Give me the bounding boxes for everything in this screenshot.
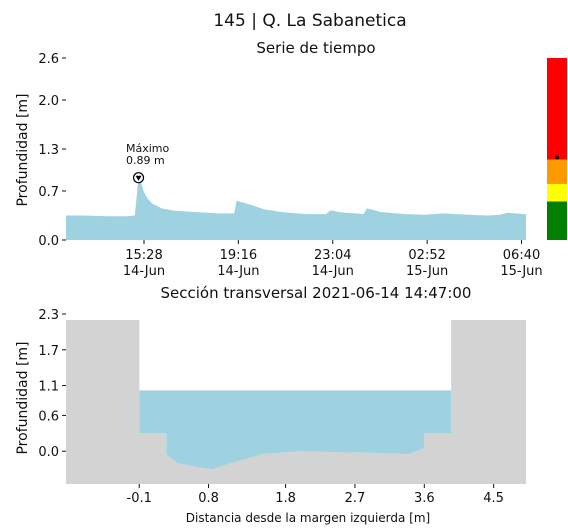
y-tick-label: 0.0 [38,234,59,249]
max-marker-triangle [135,175,142,181]
current-level-dot [555,155,559,160]
x-tick-date-label: 15-Jun [406,264,448,279]
x-tick-label: 4.5 [483,491,504,506]
x-tick-time-label: 15:28 [125,248,162,263]
y-tick-label: 2.6 [38,52,59,67]
y-tick-label: 0.6 [38,409,59,424]
alert-level-segment [547,159,567,184]
cross-section-ylabel: Profundidad [m] [15,341,31,454]
time-series-x-axis: 15:2814-Jun19:1614-Jun23:0414-Jun02:5215… [123,240,543,279]
cross-section-y-axis: 0.0 0.6 1.1 1.7 2.3 [38,308,66,460]
alert-level-bar [547,58,567,240]
y-tick-label: 1.1 [38,380,59,395]
y-tick-label: 2.0 [38,94,59,109]
cross-section-plot-area [66,320,526,484]
terrain-fill [66,320,526,484]
x-tick-label: 2.7 [345,491,366,506]
y-tick-label: 1.7 [38,344,59,359]
water-section-fill [66,320,526,470]
x-tick-label: 0.8 [198,491,219,506]
time-series-y-axis: 0.0 0.7 1.3 2.0 2.6 [38,52,66,249]
x-tick-date-label: 15-Jun [500,264,542,279]
y-tick-label: 0.0 [38,445,59,460]
x-tick-time-label: 06:40 [503,248,540,263]
alert-level-segment [547,201,567,240]
max-annotation-value: 0.89 m [126,154,165,167]
depth-series-area [66,177,526,240]
x-tick-label: 3.6 [414,491,435,506]
x-tick-time-label: 02:52 [408,248,445,263]
time-series-title: Serie de tiempo [256,39,375,57]
cross-section-x-axis: -0.1 0.8 1.8 2.7 3.6 4.5 [127,484,504,506]
page-title: 145 | Q. La Sabanetica [213,11,406,31]
cross-section-title: Sección transversal 2021-06-14 14:47:00 [161,284,472,302]
y-tick-label: 0.7 [38,185,59,200]
x-tick-time-label: 19:16 [220,248,257,263]
x-tick-time-label: 23:04 [314,248,351,263]
alert-level-segment [547,58,567,160]
max-annotation-label: Máximo [126,142,170,155]
y-tick-label: 2.3 [38,308,59,323]
time-series-plot-area [66,177,526,240]
alert-level-segment [547,184,567,202]
x-tick-label: 1.8 [275,491,296,506]
time-series-ylabel: Profundidad [m] [15,93,31,206]
cross-section-xlabel: Distancia desde la margen izquierda [m] [186,511,430,525]
y-tick-label: 1.3 [38,143,59,158]
x-tick-label: -0.1 [127,491,152,506]
x-tick-date-label: 14-Jun [217,264,259,279]
x-tick-date-label: 14-Jun [123,264,165,279]
x-tick-date-label: 14-Jun [312,264,354,279]
max-annotation: Máximo 0.89 m [126,142,170,184]
